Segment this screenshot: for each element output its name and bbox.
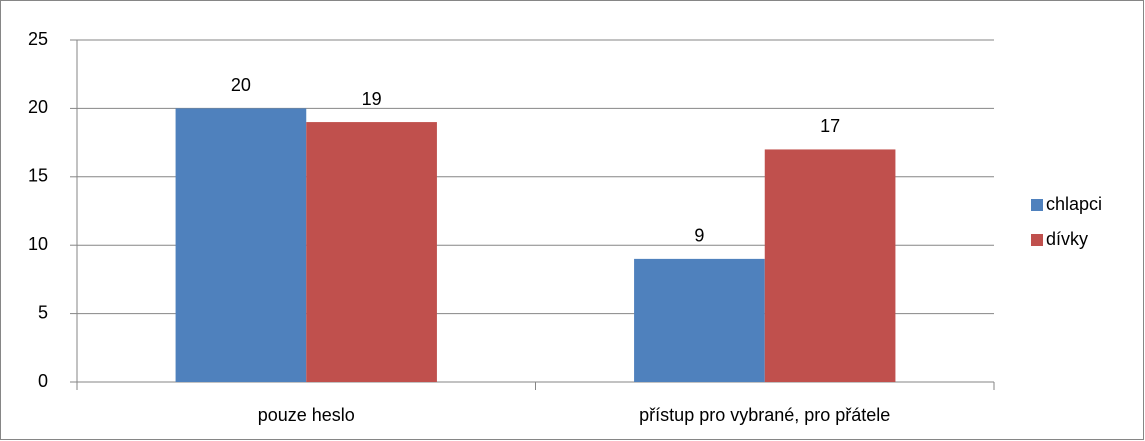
y-tick-label: 15	[28, 166, 48, 186]
legend-swatch	[1031, 199, 1043, 211]
data-label: 17	[820, 116, 840, 136]
data-label: 9	[694, 226, 704, 246]
legend-swatch	[1031, 234, 1043, 246]
y-tick-label: 0	[38, 371, 48, 391]
y-tick-label: 20	[28, 97, 48, 117]
bar	[764, 149, 896, 382]
data-label: 20	[231, 75, 251, 95]
y-tick-label: 5	[38, 302, 48, 322]
legend-label: dívky	[1046, 229, 1088, 249]
y-tick-label: 25	[28, 29, 48, 49]
data-label: 19	[362, 89, 382, 109]
y-tick-label: 10	[28, 234, 48, 254]
x-tick-label: přístup pro vybrané, pro přátele	[639, 405, 890, 425]
legend-label: chlapci	[1046, 194, 1102, 214]
x-tick-label: pouze heslo	[258, 405, 355, 425]
bar	[634, 258, 765, 382]
bar	[175, 108, 307, 383]
bar	[306, 122, 437, 382]
